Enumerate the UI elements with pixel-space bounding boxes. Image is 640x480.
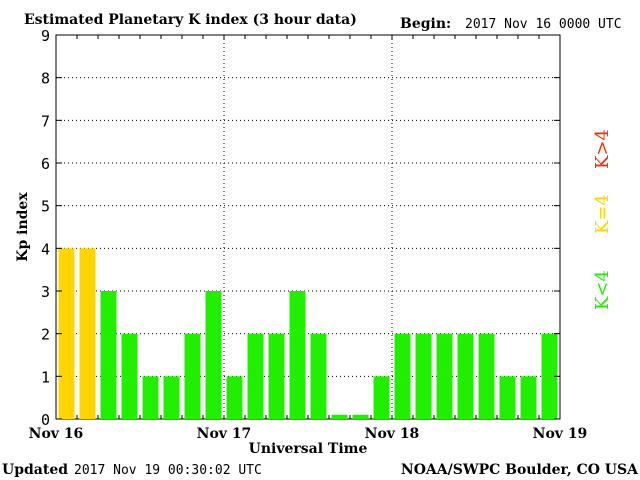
- legend-k-equal-4: K=4: [592, 194, 613, 234]
- y-tick-label: 8: [41, 70, 50, 88]
- legend-k-less-4: K<4: [592, 270, 613, 310]
- x-tick-label: Nov 16: [29, 426, 84, 442]
- kp-bar: [499, 376, 516, 419]
- kp-bar: [100, 291, 117, 419]
- kp-bar: [457, 333, 474, 419]
- x-tick-label: Nov 19: [533, 426, 588, 442]
- y-tick-label: 9: [41, 27, 50, 45]
- kp-bar: [289, 291, 306, 419]
- x-tick-label: Nov 18: [365, 426, 420, 442]
- updated-value: 2017 Nov 19 00:30:02 UTC: [74, 463, 262, 478]
- kp-bar: [541, 333, 558, 419]
- y-tick-label: 0: [41, 411, 50, 429]
- kp-bar: [352, 414, 369, 419]
- y-ticks: 0 1 2 3 4 5 6 7 8 9: [41, 27, 560, 429]
- y-tick-label: 2: [41, 326, 50, 344]
- bars: [58, 248, 558, 419]
- kp-bar: [268, 333, 285, 419]
- y-tick-label: 7: [41, 112, 50, 130]
- kp-bar: [121, 333, 138, 419]
- kp-bar: [520, 376, 537, 419]
- begin-label: Begin:: [400, 16, 451, 32]
- kp-bar: [142, 376, 159, 419]
- y-axis-label: Kp index: [15, 192, 31, 262]
- kp-bar: [436, 333, 453, 419]
- x-ticks: Nov 16 Nov 17 Nov 18 Nov 19: [29, 35, 588, 442]
- y-tick-label: 1: [41, 368, 50, 386]
- x-axis-label: Universal Time: [249, 441, 368, 457]
- y-tick-label: 3: [41, 283, 50, 301]
- grid: [56, 35, 560, 419]
- kp-bar: [394, 333, 411, 419]
- y-tick-label: 6: [41, 155, 50, 173]
- kp-bar: [310, 333, 327, 419]
- kp-bar: [331, 414, 348, 419]
- kp-bar: [205, 291, 222, 419]
- kp-bar: [163, 376, 180, 419]
- x-tick-label: Nov 17: [197, 426, 252, 442]
- kp-bar: [478, 333, 495, 419]
- kp-bar: [373, 376, 390, 419]
- updated-label: Updated: [2, 462, 68, 478]
- begin-value: 2017 Nov 16 0000 UTC: [465, 17, 622, 32]
- kp-bar: [226, 376, 243, 419]
- kp-bar: [247, 333, 264, 419]
- y-tick-label: 4: [41, 240, 50, 258]
- kp-bar: [58, 248, 75, 419]
- y-tick-label: 5: [41, 198, 50, 216]
- kp-bar: [184, 333, 201, 419]
- legend-k-greater-4: K>4: [592, 129, 613, 169]
- kp-bar: [415, 333, 432, 419]
- chart-title: Estimated Planetary K index (3 hour data…: [24, 12, 357, 28]
- kp-bar: [79, 248, 96, 419]
- source-label: NOAA/SWPC Boulder, CO USA: [401, 462, 639, 478]
